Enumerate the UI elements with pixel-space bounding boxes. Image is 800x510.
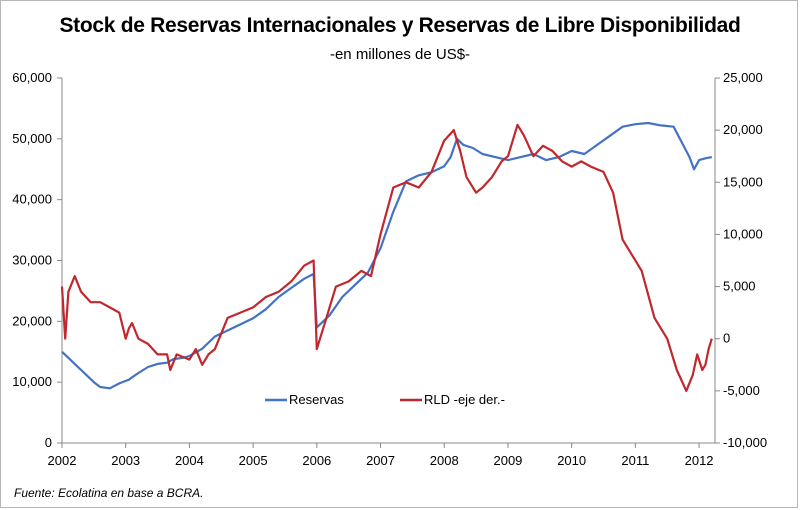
left-tick-label: 30,000 [12,253,52,268]
left-tick-label: 40,000 [12,192,52,207]
x-tick-label: 2011 [621,453,649,468]
x-tick-label: 2012 [685,453,714,468]
x-axis-ticks: 2002 2003 2004 2005 2006 2007 2008 2009 2010 2011… [48,443,714,468]
x-tick-label: 2006 [302,453,331,468]
right-tick-label: 5,000 [723,279,756,294]
left-axis-ticks: 0 10,000 20,000 30,000 40,000 50,000 60,000 [12,70,62,450]
right-tick-label: 0 [723,331,730,346]
x-tick-label: 2007 [366,453,395,468]
legend: Reservas RLD -eje der.- [265,392,505,407]
left-tick-label: 10,000 [12,374,52,389]
x-tick-label: 2004 [175,453,204,468]
right-axis-ticks: -10,000 -5,000 0 5,000 10,000 15,000 20,000 25,… [715,70,767,450]
legend-label: Reservas [289,392,344,407]
left-tick-label: 50,000 [12,131,52,146]
chart-subtitle: -en millones de US$- [329,46,471,63]
x-tick-label: 2008 [430,453,459,468]
left-tick-label: 0 [45,435,52,450]
right-tick-label: -5,000 [723,383,760,398]
right-tick-label: -10,000 [723,435,767,450]
legend-label: RLD -eje der.- [424,392,505,407]
x-tick-label: 2005 [239,453,268,468]
x-tick-label: 2010 [557,453,586,468]
axes [61,78,716,444]
left-tick-label: 60,000 [12,70,52,85]
x-tick-label: 2009 [493,453,522,468]
series-lines [60,121,713,392]
right-tick-label: 10,000 [723,226,763,241]
x-tick-label: 2002 [48,453,77,468]
right-tick-label: 15,000 [723,174,763,189]
rld-series-line [60,123,713,392]
x-tick-label: 2003 [111,453,140,468]
reservas-series-line [61,121,713,390]
right-tick-label: 25,000 [723,70,763,85]
left-tick-label: 20,000 [12,313,52,328]
source-note: Fuente: Ecolatina en base a BCRA. [14,486,204,500]
chart-title: Stock de Reservas Internacionales y Rese… [59,14,741,37]
right-tick-label: 20,000 [723,122,763,137]
